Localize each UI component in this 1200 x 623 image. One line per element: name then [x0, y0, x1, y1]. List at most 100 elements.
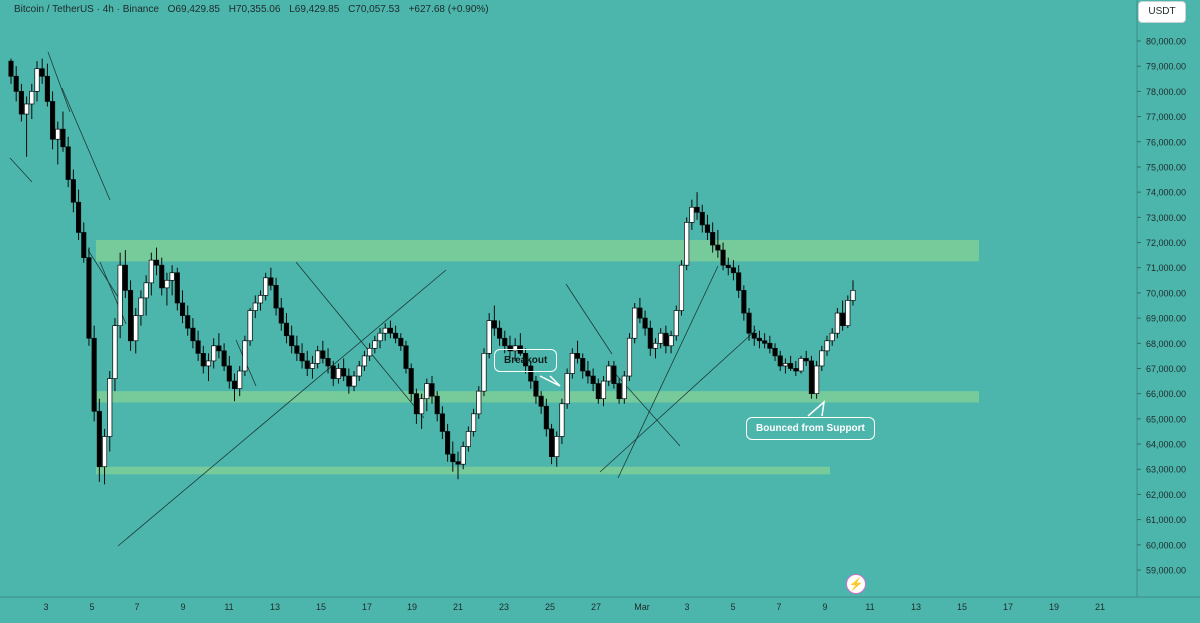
x-tick-label: 3	[43, 602, 48, 612]
candle	[450, 441, 456, 472]
candle-body	[112, 325, 118, 379]
candle	[777, 350, 783, 371]
candle-body	[710, 232, 716, 246]
trend-line	[9, 157, 33, 183]
symbol-label: Bitcoin / TetherUS · 4h · Binance	[14, 4, 159, 15]
candle-body	[548, 428, 555, 457]
y-tick-label: 69,000.00	[1146, 314, 1186, 324]
trend-line	[617, 265, 719, 479]
y-tick-label: 79,000.00	[1146, 62, 1186, 72]
candle	[86, 247, 92, 346]
candle-body	[55, 128, 61, 140]
candle	[725, 257, 731, 276]
candle-body	[523, 353, 529, 367]
lightning-icon[interactable]: ⚡	[846, 574, 866, 594]
candle-body	[559, 403, 565, 437]
open-value: O69,429.85	[167, 4, 220, 15]
candle-body	[398, 337, 404, 347]
candle-body	[91, 337, 97, 412]
candle-body	[632, 307, 638, 339]
candle-body	[528, 365, 534, 382]
candle-body	[647, 327, 653, 349]
x-tick-label: 11	[865, 602, 874, 612]
candle-body	[361, 355, 367, 367]
candle	[237, 365, 243, 397]
candle	[195, 330, 201, 361]
candle-body	[315, 350, 321, 364]
candle	[372, 335, 378, 354]
candle	[621, 370, 627, 404]
candle-body	[725, 264, 731, 269]
candle-body	[393, 332, 399, 339]
candle	[169, 265, 175, 296]
candle-body	[741, 290, 747, 314]
candle	[24, 96, 30, 157]
candle	[538, 391, 544, 414]
candle	[403, 340, 409, 374]
zone-2	[96, 391, 979, 403]
candle-body	[585, 370, 591, 377]
candle	[595, 378, 601, 404]
candle	[315, 345, 321, 369]
candle	[626, 333, 633, 382]
candle	[684, 217, 690, 271]
candle	[741, 285, 747, 321]
candle	[138, 290, 144, 326]
y-tick-label: 59,000.00	[1146, 566, 1186, 576]
candle	[606, 360, 612, 387]
currency-button[interactable]: USDT	[1138, 1, 1186, 23]
candle-body	[507, 345, 513, 352]
y-tick-label: 75,000.00	[1146, 162, 1186, 172]
candle	[382, 323, 388, 341]
candle	[445, 423, 451, 462]
candle	[746, 308, 752, 341]
candle	[70, 169, 76, 213]
candle	[678, 260, 685, 316]
y-tick-label: 64,000.00	[1146, 440, 1186, 450]
candle-body	[569, 353, 575, 374]
candle-body	[798, 358, 804, 372]
candle	[81, 222, 87, 263]
candle-body	[736, 272, 742, 291]
candle-body	[715, 244, 721, 251]
trend-line	[61, 87, 111, 201]
x-tick-label: 17	[1003, 602, 1013, 612]
candle	[548, 423, 555, 465]
candle-body	[658, 332, 664, 344]
candle	[585, 360, 591, 384]
candle-body	[434, 395, 440, 415]
candle-body	[704, 224, 711, 233]
candle-body	[491, 320, 497, 329]
candle-body	[283, 322, 290, 337]
candle-body	[621, 375, 627, 400]
candle	[76, 189, 82, 241]
candle	[793, 360, 799, 377]
candle-body	[777, 355, 783, 367]
candle-body	[481, 353, 487, 392]
zone-3	[96, 466, 830, 475]
candle	[387, 320, 393, 339]
y-tick-label: 77,000.00	[1146, 112, 1186, 122]
candle-body	[13, 75, 19, 92]
candle-body	[211, 345, 217, 362]
candle	[704, 214, 711, 241]
candle	[96, 398, 102, 482]
candle-body	[309, 363, 316, 369]
candle-body	[221, 350, 227, 367]
candle	[294, 335, 300, 361]
x-tick-label: 9	[822, 602, 827, 612]
y-tick-label: 68,000.00	[1146, 339, 1186, 349]
candle	[658, 328, 664, 349]
candle	[600, 376, 607, 407]
candle	[65, 136, 71, 188]
candle-body	[819, 350, 825, 367]
candle-body	[294, 345, 300, 354]
candle-body	[60, 128, 66, 148]
candle	[143, 275, 149, 316]
candle	[393, 325, 399, 344]
candle-body	[169, 272, 175, 281]
candle	[673, 305, 679, 341]
candle-body	[24, 103, 30, 115]
y-tick-label: 80,000.00	[1146, 37, 1186, 47]
